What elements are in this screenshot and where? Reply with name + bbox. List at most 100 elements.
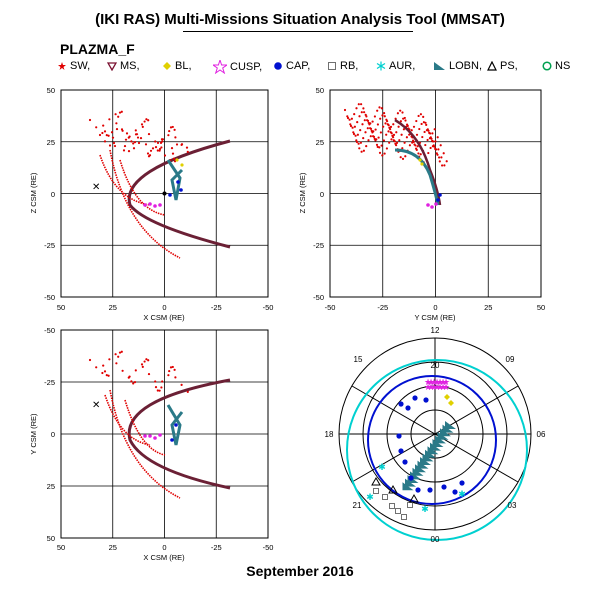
orbit-point: [434, 202, 438, 206]
yz-xtick: 0: [433, 303, 437, 312]
orbit-point: [366, 119, 369, 122]
lobn-marker: [430, 442, 441, 451]
polar-label-21: 21: [353, 501, 362, 510]
orbit-point: [413, 143, 416, 146]
orbit-point: [356, 121, 359, 124]
xz-ytick: -50: [44, 293, 55, 302]
orbit-point: [118, 351, 122, 354]
orbit-point: [424, 143, 427, 147]
orbit-point: [362, 107, 365, 110]
orbit-point: [102, 124, 105, 127]
yz-xtick: -50: [325, 303, 336, 312]
orbit-point: [362, 137, 365, 140]
orbit-point: [396, 112, 399, 115]
orbit-point: [389, 128, 392, 131]
orbit-point: [144, 143, 148, 146]
orbit-point: [348, 118, 351, 121]
xy-ytick: 50: [47, 534, 55, 543]
orbit-point: [98, 133, 102, 137]
orbit-point: [128, 135, 131, 138]
cap-marker: [423, 397, 429, 403]
orbit-point: [95, 126, 98, 129]
orbit-point: [395, 144, 398, 147]
orbit-point: [420, 122, 423, 126]
cusp-marker: ★: [436, 382, 444, 392]
orbit-point: [154, 140, 157, 143]
orbit-point: [175, 143, 179, 146]
orbit-point: [403, 141, 406, 144]
diamond-icon: [163, 62, 171, 70]
orbit-point: [352, 132, 356, 136]
orbit-point: [438, 193, 442, 197]
orbit-point: [174, 376, 177, 379]
orbit-point: [349, 124, 353, 128]
orbit-point: [154, 380, 157, 383]
yz-xtick: 25: [484, 303, 492, 312]
orbit-point: [147, 119, 150, 122]
orbit-point: [372, 135, 375, 138]
xy-ytick: -25: [44, 378, 55, 387]
orbit-point: [169, 126, 173, 129]
orbit-point: [132, 142, 135, 145]
legend-label: MS,: [120, 60, 140, 72]
orbit-point: [351, 126, 354, 129]
xy-xlabel: X CSM (RE): [143, 553, 185, 562]
orbit-point: [373, 115, 376, 118]
orbit-point: [400, 133, 403, 136]
lobn-segment: [166, 404, 184, 446]
orbit-point: [386, 123, 389, 126]
orbit-point: [176, 180, 180, 184]
legend-label: SW,: [70, 60, 91, 72]
orbit-point: [415, 148, 418, 152]
orbit-point: [173, 160, 177, 163]
orbit-point: [389, 131, 392, 134]
legend-item: AUR,: [376, 60, 415, 72]
orbit-point: [415, 133, 419, 136]
orbit-point: [180, 163, 184, 167]
legend-item: RB,: [327, 60, 358, 72]
orbit-point: [381, 114, 384, 117]
ps-marker: [409, 493, 419, 503]
polar-label-12: 12: [431, 326, 440, 335]
yz-xlabel: Y CSM (RE): [414, 313, 456, 322]
orbit-point: [356, 133, 359, 136]
cusp-marker: ★: [430, 382, 438, 392]
orbit-point: [353, 113, 356, 116]
rb-marker: [373, 488, 379, 494]
orbit-point: [360, 150, 363, 153]
square-icon: [328, 62, 336, 70]
orbit-point: [349, 123, 352, 126]
auroral-oval-inner: [367, 375, 497, 505]
orbit-point: [156, 141, 160, 144]
polar-label-09: 09: [506, 355, 515, 364]
lobn-marker: [422, 453, 434, 462]
legend-label: CUSP,: [230, 61, 263, 73]
orbit-point: [174, 136, 177, 139]
orbit-point: [167, 374, 170, 377]
lobn-segment: [394, 148, 440, 206]
orbit-point: [404, 119, 407, 122]
orbit-point: [371, 120, 374, 123]
orbit-point: [425, 129, 428, 132]
orbit-point: [426, 138, 429, 142]
orbit-point: [383, 115, 386, 118]
lobn-marker: [402, 482, 414, 491]
orbit-point: [369, 135, 372, 138]
orbit-point: [359, 129, 362, 132]
orbit-point: [154, 386, 158, 389]
orbit-point: [362, 149, 365, 152]
cusp-marker: ★: [427, 382, 435, 392]
orbit-point: [103, 130, 107, 133]
cap-marker: [402, 459, 408, 465]
orbit-point: [401, 147, 404, 150]
orbit-point: [151, 147, 155, 150]
orbit-point: [426, 203, 430, 207]
orbit-point: [385, 147, 388, 150]
orbit-point: [101, 131, 104, 135]
orbit-point: [123, 144, 127, 148]
orbit-point: [170, 438, 174, 442]
orbit-point: [124, 138, 128, 141]
cap-marker: [398, 448, 404, 454]
orbit-point: [429, 146, 432, 150]
